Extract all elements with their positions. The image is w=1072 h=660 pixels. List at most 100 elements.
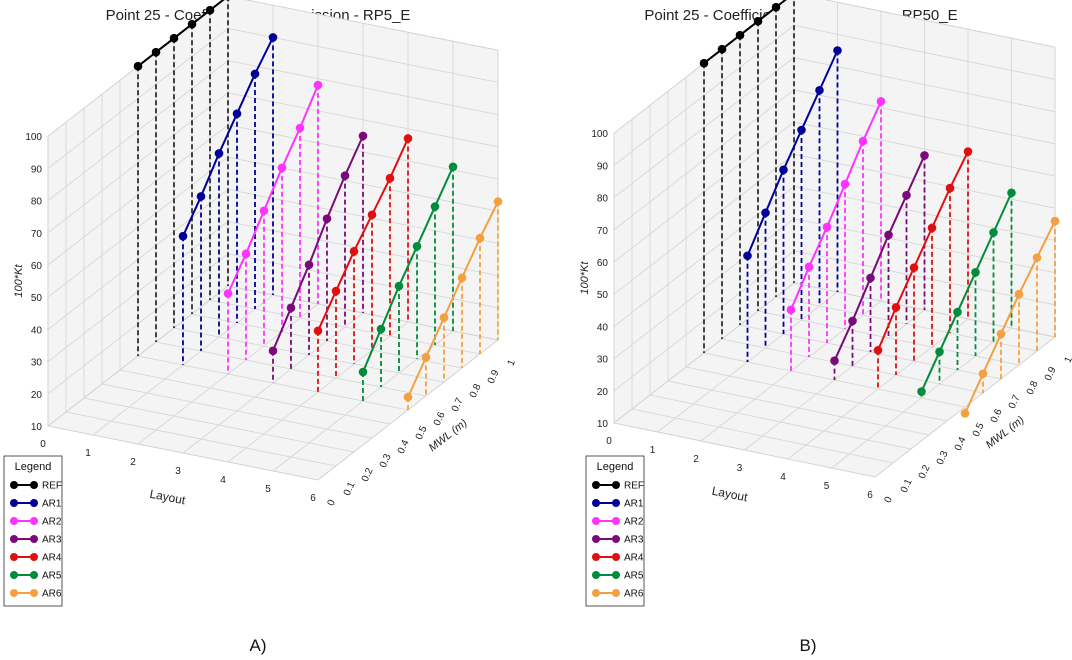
- legend-swatch-marker: [10, 499, 18, 507]
- gridline: [83, 397, 355, 453]
- data-point: [277, 163, 287, 173]
- data-point: [493, 197, 503, 206]
- legend-label-ref: REF: [624, 481, 644, 492]
- mwl-tick-label: 0.4: [953, 435, 969, 453]
- data-point: [876, 97, 886, 106]
- z-tick-label: 10: [31, 422, 43, 433]
- legend: Legend REF AR1 AR2 AR3 AR4 AR5 AR6: [3, 455, 63, 607]
- legend-swatch-marker: [30, 571, 38, 579]
- legend-title: Legend: [15, 461, 52, 473]
- data-point: [935, 347, 944, 357]
- legend-title: Legend: [597, 461, 634, 473]
- data-point: [151, 47, 161, 57]
- data-point: [475, 233, 485, 243]
- z-tick-label: 70: [597, 226, 609, 237]
- legend-label-ar3: AR3: [42, 535, 62, 546]
- legend-swatch-marker: [612, 589, 620, 597]
- z-tick-label: 40: [597, 322, 609, 333]
- mwl-tick-label: 0.7: [1007, 393, 1023, 411]
- series-line: [833, 155, 926, 362]
- gridline: [47, 425, 319, 481]
- data-point: [873, 346, 883, 355]
- data-point: [457, 273, 467, 283]
- data-point: [1050, 216, 1060, 226]
- series-line: [920, 192, 1013, 392]
- z-tick-label: 50: [597, 290, 609, 301]
- layout-tick-label: 4: [780, 472, 786, 483]
- data-point: [978, 369, 988, 378]
- layout-axis-label: Layout: [711, 484, 750, 505]
- layout-tick-label: 4: [220, 475, 226, 486]
- layout-tick-label: 5: [265, 484, 271, 495]
- gridline: [685, 366, 948, 422]
- gridline: [631, 408, 894, 464]
- gridline: [119, 369, 391, 425]
- series-ar1: [743, 46, 842, 362]
- data-point: [340, 171, 350, 180]
- data-point: [187, 19, 197, 29]
- legend-swatch-marker: [592, 499, 600, 507]
- data-point: [268, 346, 278, 356]
- data-point: [797, 125, 806, 135]
- data-point: [225, 0, 231, 1]
- z-tick-label: 40: [31, 325, 43, 336]
- data-point: [989, 228, 998, 237]
- data-point: [699, 58, 709, 68]
- data-point: [304, 260, 314, 270]
- legend-box: [3, 455, 63, 607]
- series-line: [746, 50, 839, 257]
- data-point: [205, 5, 215, 15]
- series-ar2: [223, 80, 323, 374]
- z-tick-label: 100: [25, 132, 42, 143]
- series-line: [317, 138, 409, 332]
- data-point: [822, 222, 832, 232]
- data-point: [421, 353, 431, 362]
- mwl-tick-label: 0.1: [899, 477, 915, 495]
- legend-swatch-marker: [612, 553, 620, 561]
- data-point: [891, 303, 901, 312]
- series-ref: [699, 0, 795, 353]
- z-tick-label: 50: [31, 293, 43, 304]
- series-ar1: [178, 33, 278, 365]
- data-point: [241, 249, 251, 259]
- data-point: [858, 136, 868, 146]
- z-tick-label: 80: [31, 197, 43, 208]
- legend-label-ar6: AR6: [42, 589, 62, 600]
- gridline: [667, 380, 930, 436]
- mwl-tick-label: 0.3: [378, 452, 394, 470]
- gridline: [65, 411, 337, 467]
- legend-swatch-marker: [30, 589, 38, 597]
- data-point: [815, 85, 824, 95]
- gridline: [613, 422, 876, 478]
- layout-tick-label: 2: [693, 454, 699, 465]
- series-ar2: [786, 97, 886, 371]
- layout-tick-label: 5: [824, 481, 830, 492]
- legend-label-ar4: AR4: [42, 553, 62, 564]
- legend-swatch-marker: [592, 535, 600, 543]
- series-line: [272, 135, 364, 352]
- data-point: [753, 16, 763, 26]
- legend-label-ar4: AR4: [624, 553, 644, 564]
- data-point: [830, 356, 839, 365]
- series-ar6: [403, 197, 503, 410]
- data-point: [376, 324, 386, 334]
- series-line: [964, 220, 1056, 414]
- z-tick-label: 90: [31, 164, 43, 175]
- mwl-tick-label: 0.7: [450, 396, 466, 414]
- legend-swatch-marker: [612, 535, 620, 543]
- layout-tick-label: 6: [310, 493, 316, 504]
- data-point: [909, 263, 919, 272]
- chart-panel-b: Point 25 - Coefficient of transmission -…: [579, 0, 1072, 655]
- mwl-tick-label: 0.8: [1025, 379, 1041, 397]
- data-point: [771, 2, 781, 12]
- mwl-tick-label: 0.5: [414, 424, 430, 442]
- legend-swatch-marker: [30, 499, 38, 507]
- legend-swatch-marker: [10, 517, 18, 525]
- layout-tick-label: 0: [606, 436, 612, 447]
- legend-swatch-marker: [592, 589, 600, 597]
- data-point: [833, 46, 842, 55]
- series-line: [407, 201, 499, 398]
- data-point: [448, 162, 458, 172]
- data-point: [996, 329, 1006, 339]
